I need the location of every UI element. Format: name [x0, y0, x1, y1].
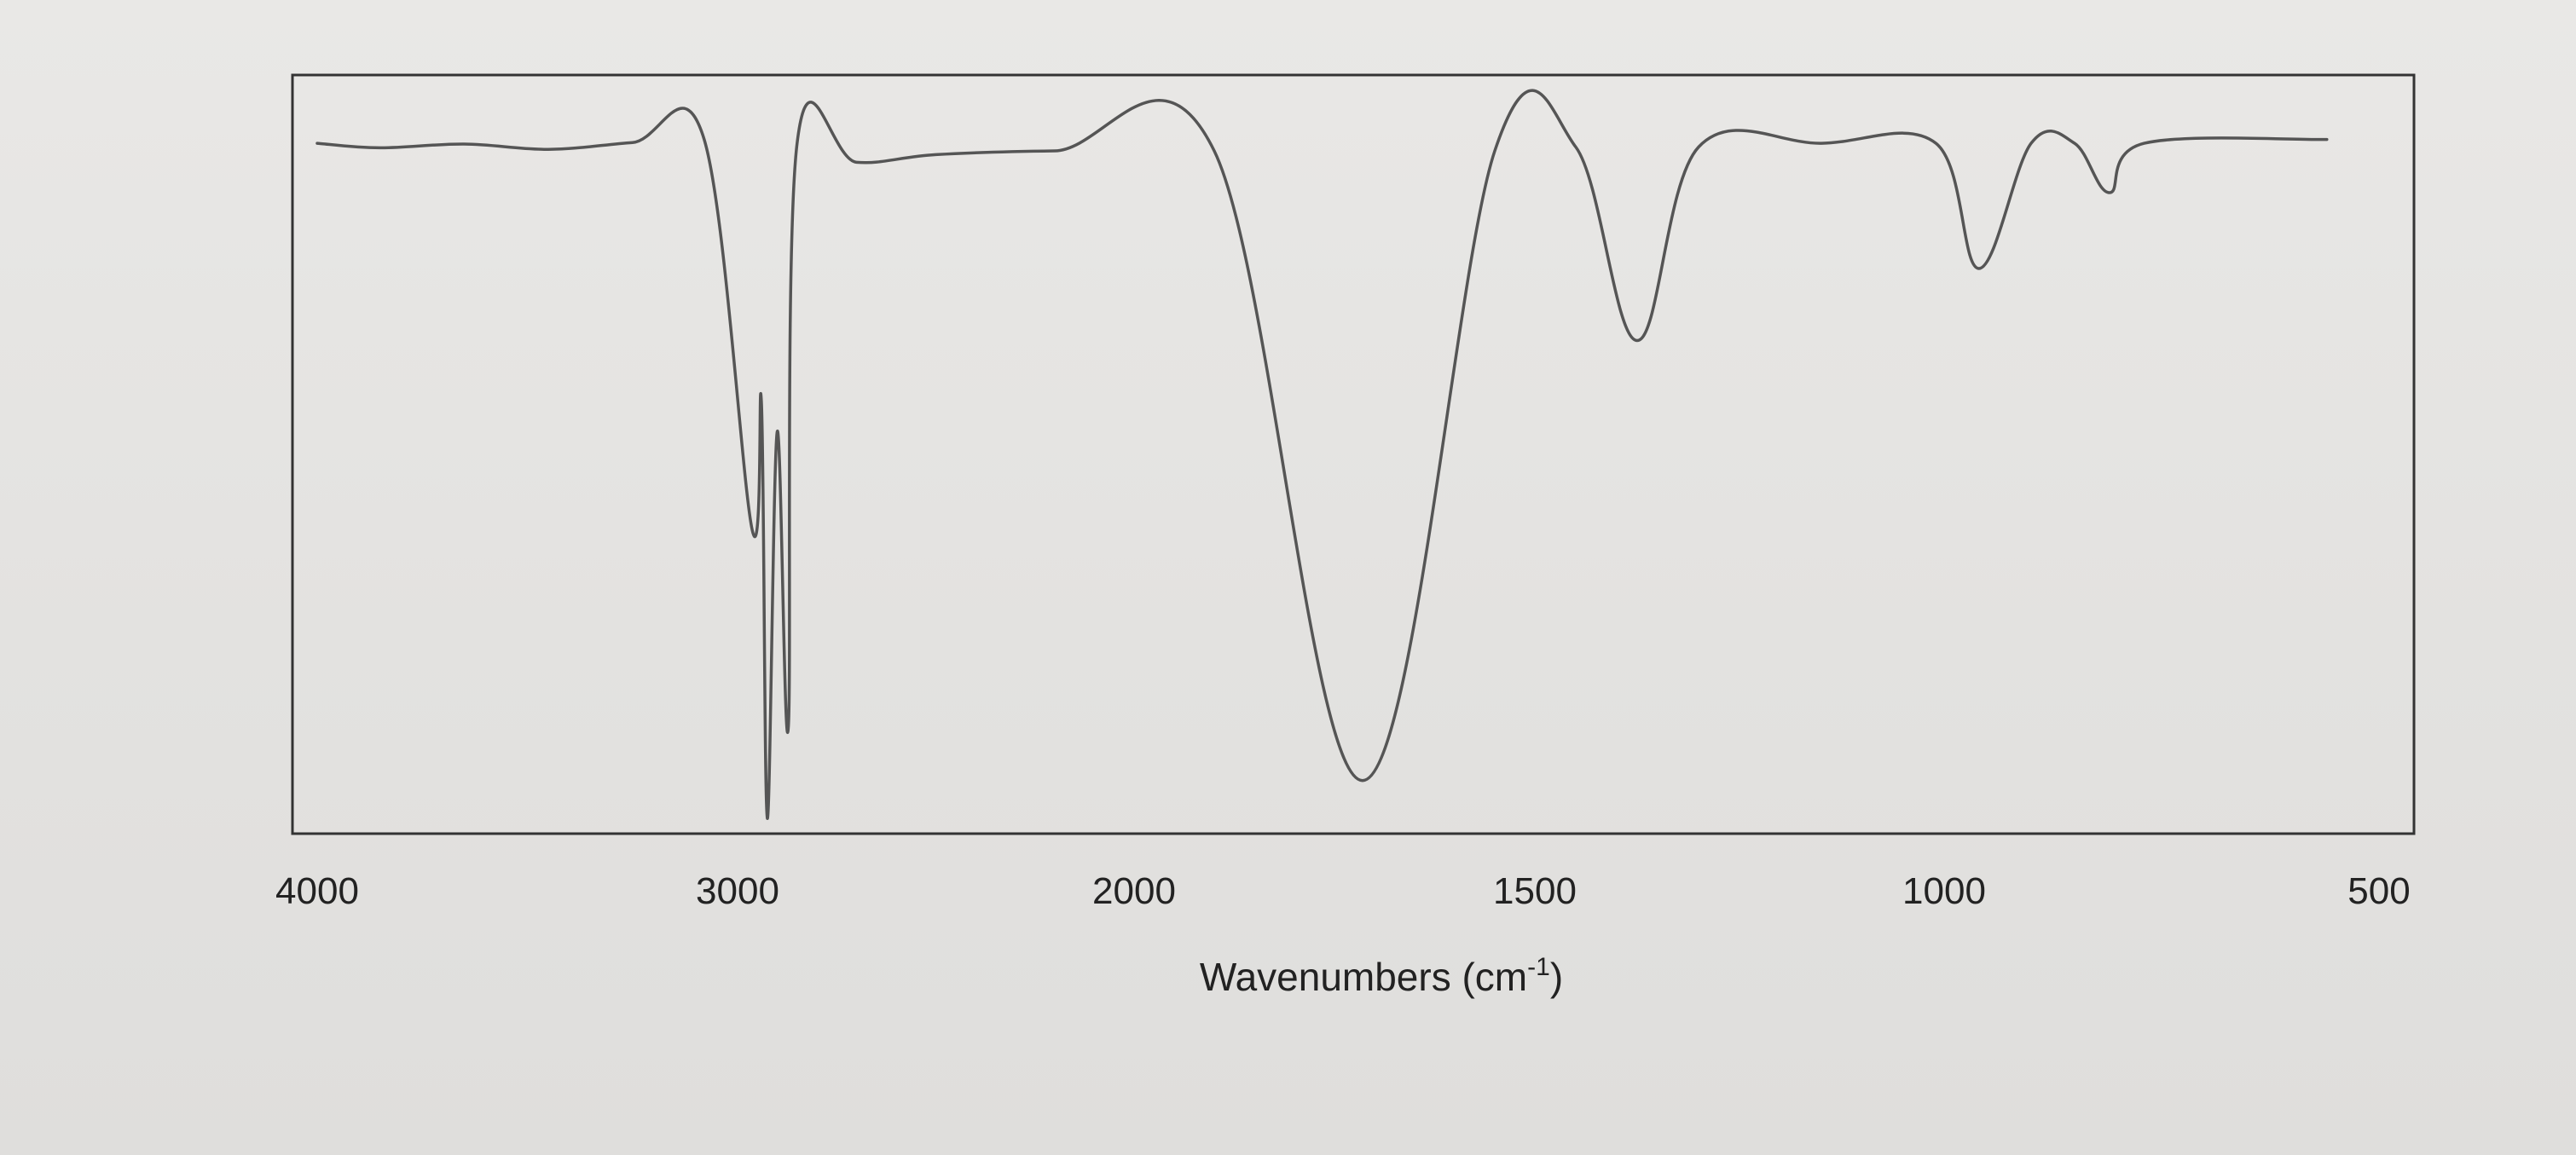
x-tick-label-3000: 3000	[696, 870, 779, 912]
x-axis-title: Wavenumbers (cm-1)	[1200, 953, 1563, 999]
plot-frame	[291, 73, 2416, 835]
x-tick-label-500: 500	[2347, 870, 2410, 912]
x-axis-title-superscript: -1	[1527, 953, 1550, 981]
x-tick-label-1500: 1500	[1493, 870, 1577, 912]
x-tick-label-2000: 2000	[1092, 870, 1176, 912]
x-tick-label-4000: 4000	[275, 870, 359, 912]
spectrum-line	[315, 89, 2329, 820]
x-tick-labels: 4000 3000 2000 1500 1000 500	[275, 870, 2411, 912]
x-tick-label-1000: 1000	[1902, 870, 1986, 912]
